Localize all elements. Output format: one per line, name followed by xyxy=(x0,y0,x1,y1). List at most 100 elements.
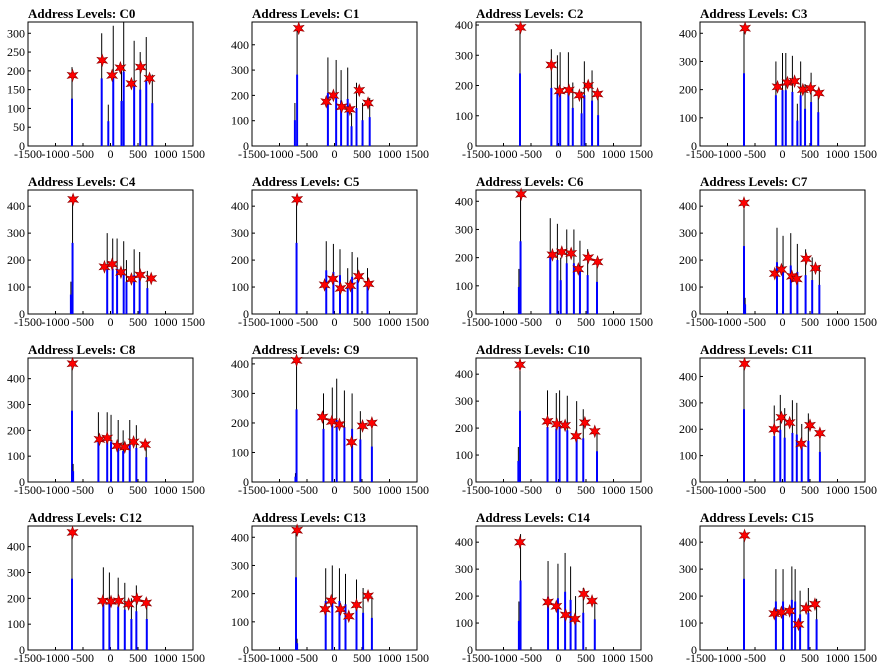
plot-group: Address Levels: C0 0 50 100 150 200 250 300 -150… xyxy=(7,6,205,161)
peak-marker xyxy=(106,68,119,83)
y-tick-label: 200 xyxy=(7,591,25,605)
x-tick-label: 500 xyxy=(577,315,595,329)
y-tick-label: 100 xyxy=(7,280,25,294)
chart-svg: Address Levels: C13 0 100 200 300 400 -1500 -10… xyxy=(231,510,429,665)
x-tick-label: 1000 xyxy=(602,315,626,329)
peak-marker xyxy=(546,247,559,262)
chart-panel: Address Levels: C8 0 100 200 300 400 -1500 -100… xyxy=(7,340,219,500)
peak-marker xyxy=(325,414,338,429)
peak-marker xyxy=(334,281,347,296)
chart-title: Address Levels: C15 xyxy=(700,510,814,525)
chart-title: Address Levels: C10 xyxy=(476,342,590,357)
x-tick-label: -500 xyxy=(744,651,766,665)
x-tick-label: 0 xyxy=(556,483,562,497)
peak-marker xyxy=(319,602,332,617)
chart-svg: Address Levels: C8 0 100 200 300 400 -1500 -100… xyxy=(7,342,205,497)
plot-group: Address Levels: C8 0 100 200 300 400 -1500 -100… xyxy=(7,342,205,497)
y-tick-label: 200 xyxy=(679,83,697,97)
chart-title: Address Levels: C13 xyxy=(252,510,366,525)
x-tick-label: 1000 xyxy=(826,483,850,497)
plot-group: Address Levels: C2 0 100 200 300 400 -1500 -100… xyxy=(455,6,653,161)
peak-marker xyxy=(559,418,572,433)
y-tick-label: 100 xyxy=(231,615,249,629)
x-tick-label: -1500 xyxy=(238,147,266,161)
peak-marker xyxy=(738,196,750,210)
x-tick-label: 1500 xyxy=(405,651,429,665)
peak-marker xyxy=(350,597,363,612)
x-tick-label: -1500 xyxy=(686,483,714,497)
peak-marker xyxy=(96,594,109,608)
y-tick-label: 150 xyxy=(7,83,25,97)
y-tick-label: 400 xyxy=(231,357,249,371)
plot-group: Address Levels: C11 0 100 200 300 400 -1500 -10… xyxy=(679,342,877,497)
peak-marker xyxy=(130,591,143,606)
peak-marker xyxy=(127,435,140,449)
y-tick-label: 0 xyxy=(243,643,249,657)
peak-marker xyxy=(572,261,585,276)
peak-marker xyxy=(318,277,331,292)
peak-marker xyxy=(577,587,590,601)
chart-svg: Address Levels: C7 0 100 200 300 400 -1500 -100… xyxy=(679,174,877,329)
y-tick-label: 200 xyxy=(679,589,697,603)
chart-panel: Address Levels: C13 0 100 200 300 400 -1500 -10… xyxy=(231,508,443,668)
x-tick-label: -1000 xyxy=(266,483,294,497)
peak-marker xyxy=(325,593,338,608)
peak-marker xyxy=(795,436,808,451)
chart-svg: Address Levels: C2 0 100 200 300 400 -1500 -100… xyxy=(455,6,653,161)
x-tick-label: 1000 xyxy=(602,147,626,161)
chart-svg: Address Levels: C10 0 100 200 300 400 -1500 -10… xyxy=(455,342,653,497)
x-tick-label: -500 xyxy=(744,147,766,161)
peak-marker xyxy=(327,88,340,103)
plot-frame xyxy=(475,21,642,147)
x-tick-label: -1500 xyxy=(14,147,42,161)
y-tick-label: 400 xyxy=(7,540,25,554)
x-tick-label: 500 xyxy=(577,483,595,497)
chart-panel: Address Levels: C6 0 100 200 300 400 -1500 -100… xyxy=(455,172,667,332)
y-tick-label: 200 xyxy=(231,253,249,267)
y-tick-label: 0 xyxy=(691,643,697,657)
x-tick-label: 1000 xyxy=(154,315,178,329)
peak-marker xyxy=(800,251,813,266)
y-tick-label: 400 xyxy=(455,535,473,549)
peak-marker xyxy=(582,78,595,93)
x-tick-label: -1500 xyxy=(14,483,42,497)
x-tick-label: 1500 xyxy=(629,651,653,665)
y-tick-label: 300 xyxy=(455,48,473,62)
y-tick-label: 100 xyxy=(455,279,473,293)
peak-marker xyxy=(316,410,329,424)
peak-marker xyxy=(591,87,604,101)
peak-marker xyxy=(353,83,366,98)
x-tick-label: 0 xyxy=(108,483,114,497)
chart-title: Address Levels: C3 xyxy=(700,6,808,21)
x-tick-label: 1500 xyxy=(181,315,205,329)
x-tick-label: -500 xyxy=(72,483,94,497)
chart-panel: Address Levels: C4 0 100 200 300 400 -1500 -100… xyxy=(7,172,219,332)
plot-group: Address Levels: C14 0 100 200 300 400 -1500 -10… xyxy=(455,510,653,665)
y-tick-label: 200 xyxy=(455,589,473,603)
peak-marker xyxy=(813,426,826,441)
x-tick-label: -1500 xyxy=(238,315,266,329)
plot-frame xyxy=(251,21,418,147)
x-tick-label: -1000 xyxy=(714,147,742,161)
x-tick-label: 1000 xyxy=(154,483,178,497)
y-tick-label: 100 xyxy=(7,617,25,631)
x-tick-label: 1500 xyxy=(853,147,877,161)
peak-marker xyxy=(140,596,153,610)
plot-group: Address Levels: C12 0 100 200 300 400 -1500 -10… xyxy=(7,510,205,665)
y-tick-label: 100 xyxy=(455,616,473,630)
x-tick-label: 0 xyxy=(780,651,786,665)
chart-title: Address Levels: C7 xyxy=(700,174,808,189)
peak-marker xyxy=(514,535,526,550)
peak-marker xyxy=(545,58,558,72)
peak-marker xyxy=(739,21,752,36)
peak-marker xyxy=(290,353,303,368)
peak-marker xyxy=(792,617,805,632)
y-tick-label: 300 xyxy=(7,226,25,240)
plot-group: Address Levels: C5 0 100 200 300 400 -1500 -100… xyxy=(231,174,429,329)
plot-frame xyxy=(475,189,642,315)
y-tick-label: 300 xyxy=(231,386,249,400)
peak-marker xyxy=(788,74,801,89)
chart-title: Address Levels: C9 xyxy=(252,342,360,357)
x-tick-label: -1000 xyxy=(42,483,70,497)
x-tick-label: 1500 xyxy=(853,651,877,665)
